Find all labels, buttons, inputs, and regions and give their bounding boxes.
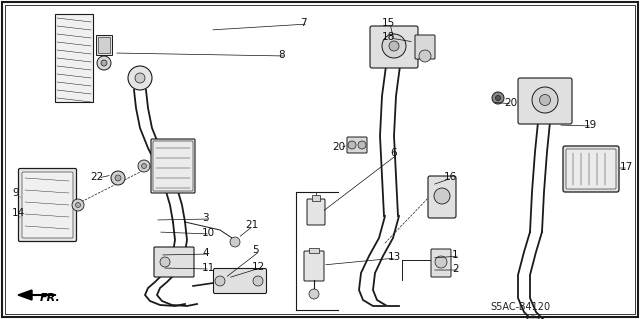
FancyBboxPatch shape [19,168,77,241]
FancyBboxPatch shape [153,141,193,191]
Text: 2: 2 [452,264,459,274]
Circle shape [435,256,447,268]
Circle shape [309,289,319,299]
Circle shape [138,160,150,172]
Text: 19: 19 [584,120,597,130]
Circle shape [348,141,356,149]
FancyBboxPatch shape [151,139,195,193]
FancyBboxPatch shape [304,251,324,281]
Circle shape [72,199,84,211]
Text: 20: 20 [504,98,517,108]
Text: 13: 13 [388,252,401,262]
FancyBboxPatch shape [431,249,451,277]
FancyBboxPatch shape [566,149,616,189]
Text: 1: 1 [452,250,459,260]
Circle shape [540,94,550,106]
FancyBboxPatch shape [415,35,435,59]
Text: 6: 6 [390,148,397,158]
Text: 21: 21 [245,220,259,230]
FancyBboxPatch shape [214,269,266,293]
Circle shape [115,175,121,181]
Text: S5AC-B4120: S5AC-B4120 [490,302,550,312]
Bar [309,248,319,253]
Bar [312,195,320,201]
Circle shape [419,50,431,62]
Circle shape [215,276,225,286]
Circle shape [253,276,263,286]
Circle shape [525,316,541,319]
Circle shape [389,41,399,51]
FancyBboxPatch shape [518,78,572,124]
FancyBboxPatch shape [428,176,456,218]
Circle shape [128,66,152,90]
Circle shape [160,257,170,267]
Bar [98,37,110,53]
Bar [55,14,93,102]
FancyBboxPatch shape [307,199,325,225]
Text: 17: 17 [620,162,633,172]
Text: 22: 22 [90,172,103,182]
Circle shape [111,171,125,185]
FancyBboxPatch shape [563,146,619,192]
Text: 20: 20 [332,142,345,152]
Text: 3: 3 [202,213,209,223]
Circle shape [141,164,147,168]
Circle shape [495,95,500,100]
Circle shape [76,203,81,207]
Text: 5: 5 [252,245,259,255]
Text: 4: 4 [202,248,209,258]
Text: 18: 18 [382,32,396,42]
Circle shape [97,56,111,70]
Polygon shape [18,290,32,300]
Circle shape [382,34,406,58]
Text: 9: 9 [12,188,19,198]
Text: 12: 12 [252,262,265,272]
Circle shape [358,141,366,149]
Text: 10: 10 [202,228,215,238]
Circle shape [101,60,107,66]
Text: 16: 16 [444,172,457,182]
Circle shape [434,188,450,204]
Text: FR.: FR. [40,293,61,303]
Circle shape [532,87,558,113]
Text: 7: 7 [300,18,307,28]
Text: 8: 8 [278,50,285,60]
FancyBboxPatch shape [22,172,73,238]
Text: 15: 15 [382,18,396,28]
FancyBboxPatch shape [154,247,194,277]
FancyBboxPatch shape [370,26,418,68]
Circle shape [135,73,145,83]
Circle shape [230,237,240,247]
Text: 11: 11 [202,263,215,273]
FancyBboxPatch shape [347,137,367,153]
Circle shape [492,92,504,104]
Bar [96,35,112,55]
Text: 14: 14 [12,208,25,218]
